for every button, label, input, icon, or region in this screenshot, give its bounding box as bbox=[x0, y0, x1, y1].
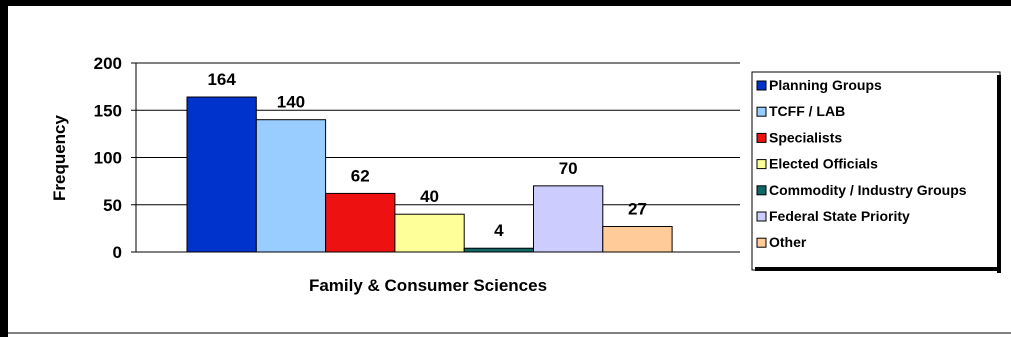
y-axis-label: Frequency bbox=[50, 114, 69, 201]
legend-swatch bbox=[756, 185, 767, 196]
bar-other bbox=[602, 225, 673, 253]
legend-label: Federal State Priority bbox=[769, 208, 910, 224]
bar-tcff-lab bbox=[255, 119, 327, 253]
y-tick-label: 200 bbox=[94, 54, 122, 73]
y-tick-label: 150 bbox=[94, 101, 122, 120]
legend-swatch bbox=[756, 132, 767, 143]
y-axis-ticks: 0 50 100 150 200 bbox=[94, 54, 136, 262]
data-label: 70 bbox=[559, 159, 578, 178]
top-right-border bbox=[1005, 0, 1011, 6]
plot-area: 0 50 100 150 200 164 140 62 40 4 70 27 bbox=[94, 54, 740, 262]
data-label: 164 bbox=[207, 70, 236, 89]
legend: Planning Groups TCFF / LAB Specialists Elec… bbox=[751, 71, 1001, 273]
legend-swatch bbox=[756, 211, 767, 222]
x-axis-label: Family & Consumer Sciences bbox=[309, 276, 547, 295]
bar-commodity-industry-groups bbox=[463, 247, 535, 253]
legend-label: Planning Groups bbox=[769, 77, 882, 93]
legend-label: Elected Officials bbox=[769, 156, 878, 172]
bar-federal-state-priority bbox=[533, 185, 604, 253]
legend-swatch bbox=[756, 237, 767, 248]
y-tick-label: 0 bbox=[113, 243, 122, 262]
top-border bbox=[0, 0, 1011, 6]
legend-swatch bbox=[756, 106, 767, 117]
legend-label: Commodity / Industry Groups bbox=[769, 182, 967, 198]
legend-items: Planning Groups TCFF / LAB Specialists Elec… bbox=[756, 77, 967, 250]
legend-label: Specialists bbox=[769, 129, 842, 145]
bar-specialists bbox=[325, 192, 396, 253]
data-label: 140 bbox=[277, 93, 305, 112]
data-label: 4 bbox=[494, 221, 504, 240]
legend-swatch bbox=[756, 80, 767, 91]
legend-label: Other bbox=[769, 234, 807, 250]
y-tick-label: 100 bbox=[94, 149, 122, 168]
bars bbox=[186, 96, 673, 253]
left-border bbox=[0, 0, 8, 337]
legend-swatch bbox=[756, 159, 767, 170]
bar-elected-officials bbox=[394, 213, 465, 253]
legend-box bbox=[751, 71, 1001, 271]
legend-shadow-bottom bbox=[755, 267, 1001, 271]
data-labels: 164 140 62 40 4 70 27 bbox=[207, 70, 646, 240]
data-label: 27 bbox=[628, 199, 647, 218]
legend-shadow-right bbox=[997, 75, 1001, 273]
bar-planning-groups bbox=[186, 96, 257, 253]
data-label: 40 bbox=[420, 187, 439, 206]
legend-label: TCFF / LAB bbox=[769, 103, 845, 119]
data-label: 62 bbox=[351, 166, 370, 185]
y-tick-label: 50 bbox=[103, 196, 122, 215]
